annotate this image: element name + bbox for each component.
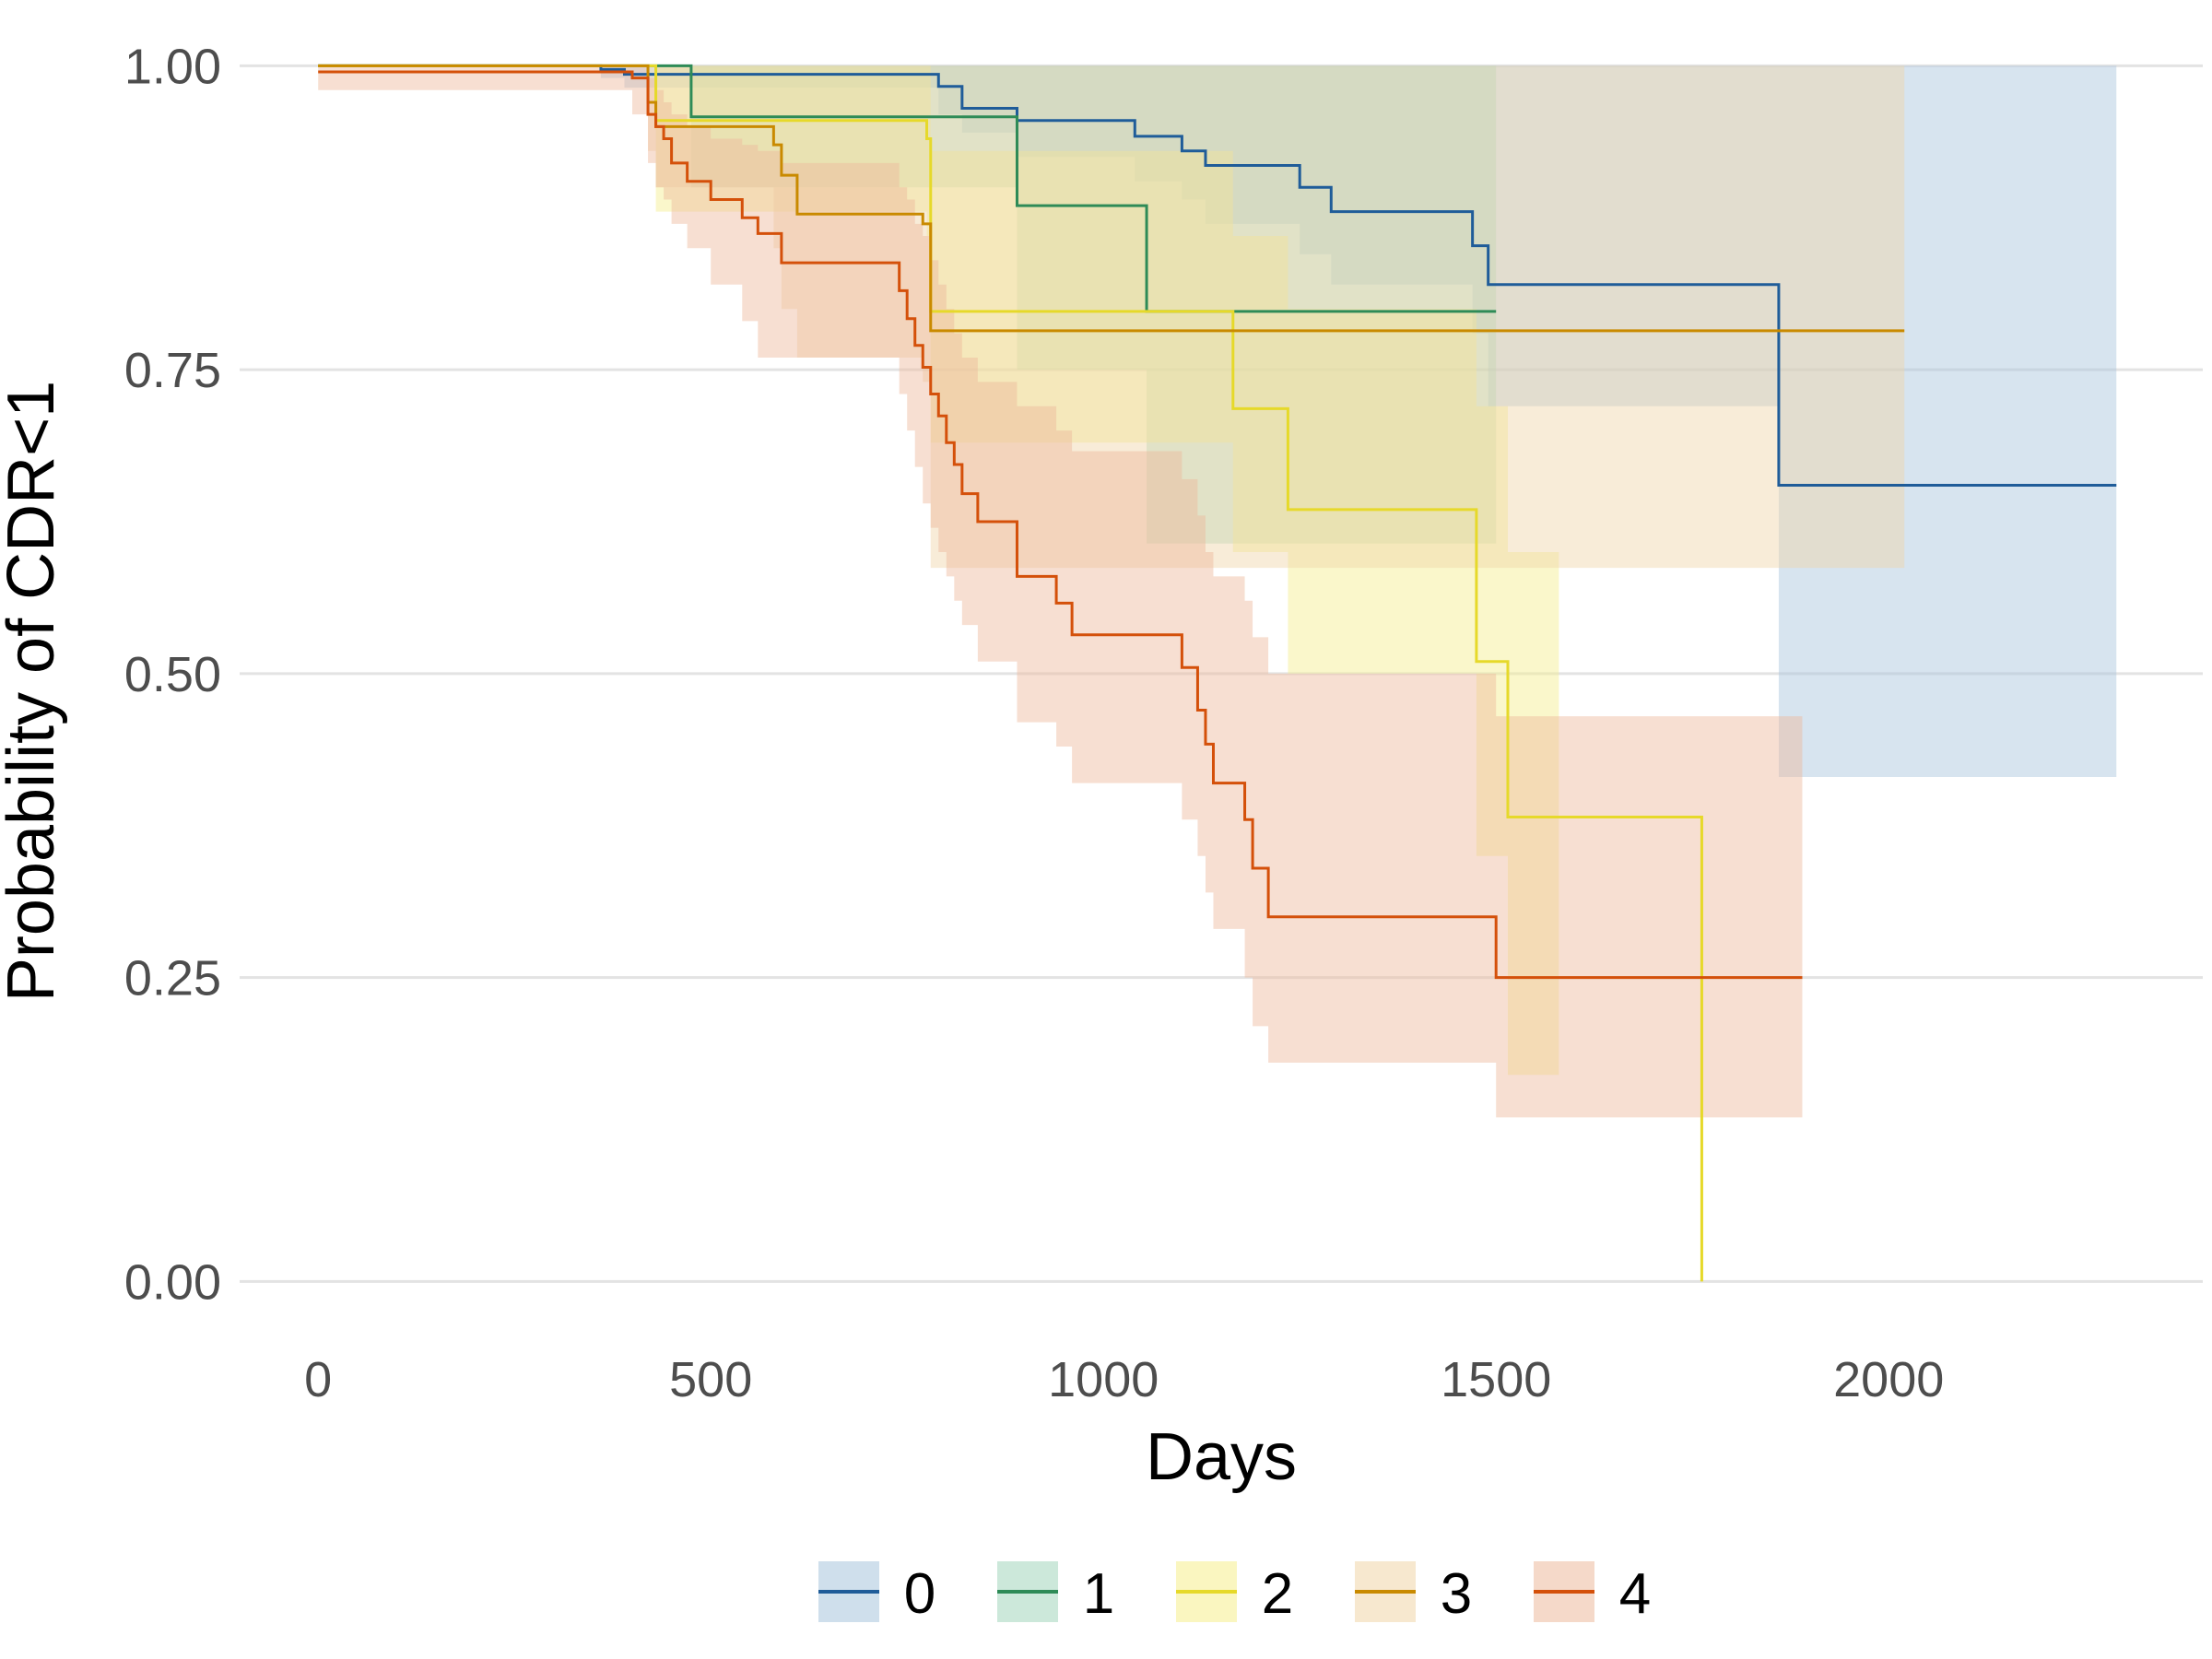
survival-curve-0	[318, 64, 2117, 487]
legend-item-2: 2	[1176, 1561, 1293, 1626]
x-tick-label: 500	[669, 1352, 752, 1407]
y-tick-label: 0.25	[124, 951, 221, 1006]
legend-item-0: 0	[818, 1561, 935, 1626]
y-tick-label: 0.75	[124, 343, 221, 398]
survival-curve-1	[318, 64, 1497, 313]
x-tick-label: 1500	[1441, 1352, 1551, 1407]
confidence-band-1	[318, 65, 1497, 544]
survival-curve-4	[318, 70, 1803, 980]
x-axis-title: Days	[1146, 1420, 1297, 1494]
legend-label-2: 2	[1262, 1562, 1293, 1626]
y-tick-label: 1.00	[124, 39, 221, 94]
y-tick-label: 0.00	[124, 1254, 221, 1310]
x-tick-label: 1000	[1048, 1352, 1159, 1407]
y-tick-labels: 0.00 0.25 0.50 0.75 1.00	[124, 39, 221, 1310]
legend-label-3: 3	[1441, 1562, 1472, 1626]
legend-item-4: 4	[1534, 1561, 1651, 1626]
x-tick-label: 0	[304, 1352, 332, 1407]
x-tick-labels: 0 500 1000 1500 2000	[304, 1352, 1944, 1407]
confidence-band-2	[318, 65, 1559, 1076]
legend-item-3: 3	[1355, 1561, 1472, 1626]
legend: 0 1 2 3 4	[818, 1561, 1651, 1626]
legend-label-1: 1	[1083, 1562, 1114, 1626]
legend-item-1: 1	[997, 1561, 1114, 1626]
legend-label-0: 0	[904, 1562, 935, 1626]
confidence-band-3	[318, 65, 1905, 569]
legend-label-4: 4	[1619, 1562, 1651, 1626]
x-tick-label: 2000	[1833, 1352, 1944, 1407]
y-tick-label: 0.50	[124, 647, 221, 702]
confidence-band-4	[318, 65, 1803, 1118]
confidence-band-0	[318, 65, 2117, 778]
y-axis-title: Probability of CDR<1	[0, 381, 68, 1002]
survival-curve-2	[318, 64, 1703, 1282]
confidence-bands	[318, 65, 2117, 1118]
survival-curves	[318, 64, 2117, 1282]
